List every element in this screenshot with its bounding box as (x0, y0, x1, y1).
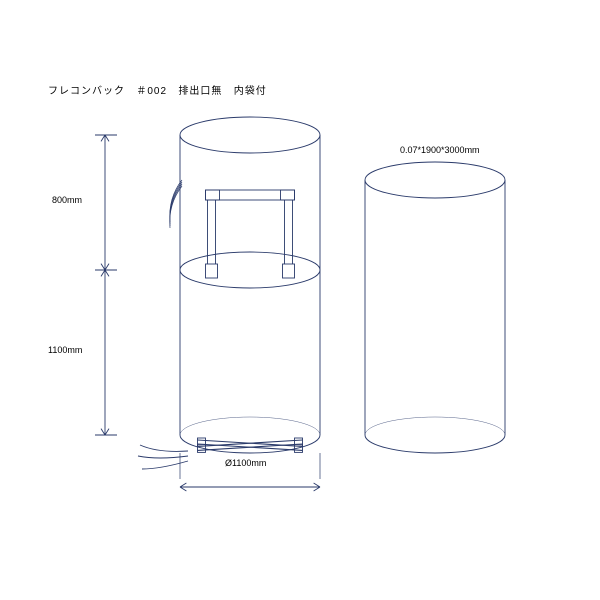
drawing-svg (0, 0, 600, 600)
technical-drawing: フレコンバック ＃002 排出口無 内袋付 800mm 1100mm Ø1100… (0, 0, 600, 600)
